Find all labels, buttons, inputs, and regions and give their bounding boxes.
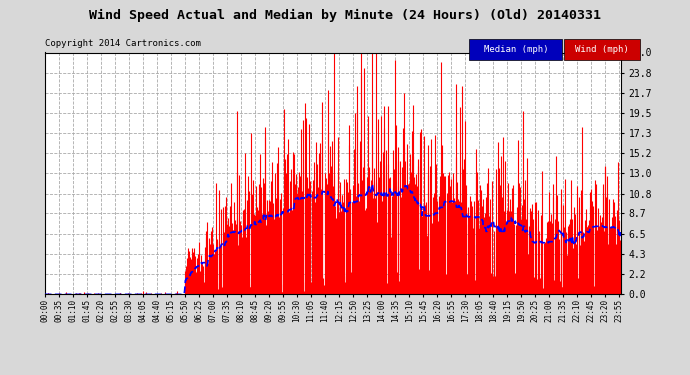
Text: Copyright 2014 Cartronics.com: Copyright 2014 Cartronics.com [45, 39, 201, 48]
Text: Wind Speed Actual and Median by Minute (24 Hours) (Old) 20140331: Wind Speed Actual and Median by Minute (… [89, 9, 601, 22]
Text: Wind (mph): Wind (mph) [575, 45, 629, 54]
Text: Median (mph): Median (mph) [484, 45, 548, 54]
